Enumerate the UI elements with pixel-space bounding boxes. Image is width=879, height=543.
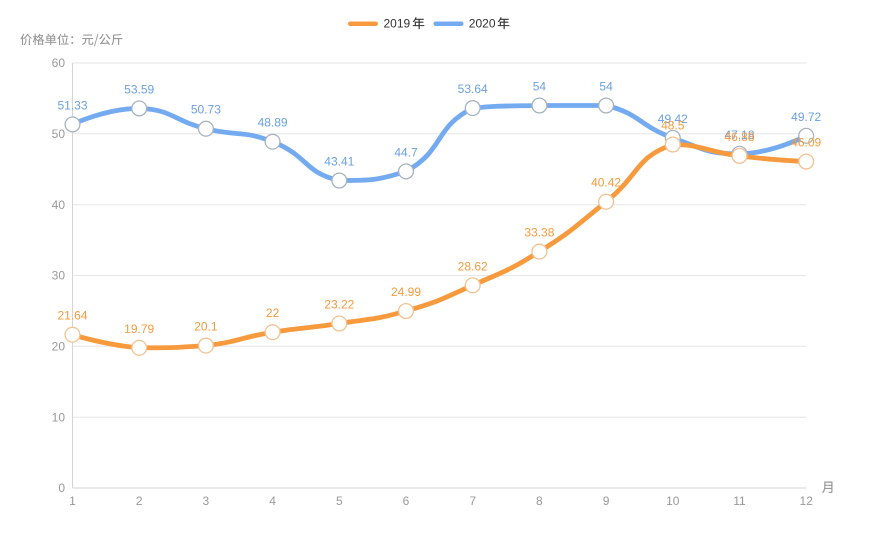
svg-text:23.22: 23.22 — [324, 298, 354, 312]
svg-text:1: 1 — [69, 494, 76, 508]
svg-text:30: 30 — [52, 269, 66, 283]
svg-text:43.41: 43.41 — [324, 155, 354, 169]
svg-text:12: 12 — [800, 494, 814, 508]
svg-text:48.89: 48.89 — [258, 116, 288, 130]
svg-text:44.7: 44.7 — [394, 145, 418, 159]
svg-text:51.33: 51.33 — [57, 98, 87, 112]
svg-text:53.64: 53.64 — [458, 82, 488, 96]
svg-text:50.73: 50.73 — [191, 103, 221, 117]
svg-text:2020: 2020 — [469, 16, 496, 30]
svg-text:54: 54 — [599, 80, 613, 94]
svg-text:53.59: 53.59 — [124, 82, 154, 96]
svg-text:10: 10 — [666, 494, 680, 508]
svg-text:11: 11 — [733, 494, 746, 508]
svg-text:50: 50 — [52, 127, 66, 141]
svg-text:24.99: 24.99 — [391, 285, 421, 299]
svg-text:22: 22 — [266, 306, 280, 320]
svg-text:20.1: 20.1 — [194, 320, 218, 334]
svg-text:49.42: 49.42 — [658, 112, 688, 126]
svg-text:40.42: 40.42 — [591, 176, 621, 190]
svg-text:28.62: 28.62 — [458, 259, 488, 273]
svg-text:20: 20 — [52, 340, 66, 354]
svg-text:21.64: 21.64 — [57, 309, 87, 323]
svg-text:7: 7 — [469, 494, 476, 508]
svg-text:2019: 2019 — [384, 16, 411, 30]
svg-text:48.5: 48.5 — [661, 119, 685, 133]
svg-text:49.72: 49.72 — [791, 110, 821, 124]
svg-text:4: 4 — [269, 494, 276, 508]
svg-text:46.09: 46.09 — [791, 136, 821, 150]
svg-text:0: 0 — [58, 481, 65, 495]
svg-text:8: 8 — [536, 494, 543, 508]
svg-text:47.18: 47.18 — [724, 128, 754, 142]
svg-text:2: 2 — [136, 494, 143, 508]
svg-text:33.38: 33.38 — [524, 226, 554, 240]
svg-text:60: 60 — [52, 56, 66, 70]
svg-text:6: 6 — [403, 494, 410, 508]
svg-text:46.88: 46.88 — [724, 130, 754, 144]
svg-text:9: 9 — [603, 494, 610, 508]
svg-text:10: 10 — [52, 410, 66, 424]
svg-text:40: 40 — [52, 198, 66, 212]
svg-text:3: 3 — [203, 494, 210, 508]
svg-text:5: 5 — [336, 494, 343, 508]
svg-text:54: 54 — [533, 80, 547, 94]
svg-text:19.79: 19.79 — [124, 322, 154, 336]
